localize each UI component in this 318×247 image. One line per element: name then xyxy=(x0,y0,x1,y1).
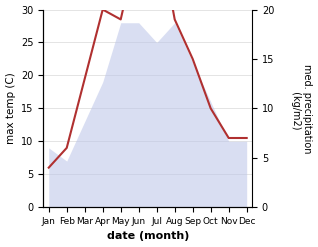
X-axis label: date (month): date (month) xyxy=(107,231,189,242)
Y-axis label: med. precipitation
 (kg/m2): med. precipitation (kg/m2) xyxy=(291,64,313,153)
Y-axis label: max temp (C): max temp (C) xyxy=(5,72,16,144)
